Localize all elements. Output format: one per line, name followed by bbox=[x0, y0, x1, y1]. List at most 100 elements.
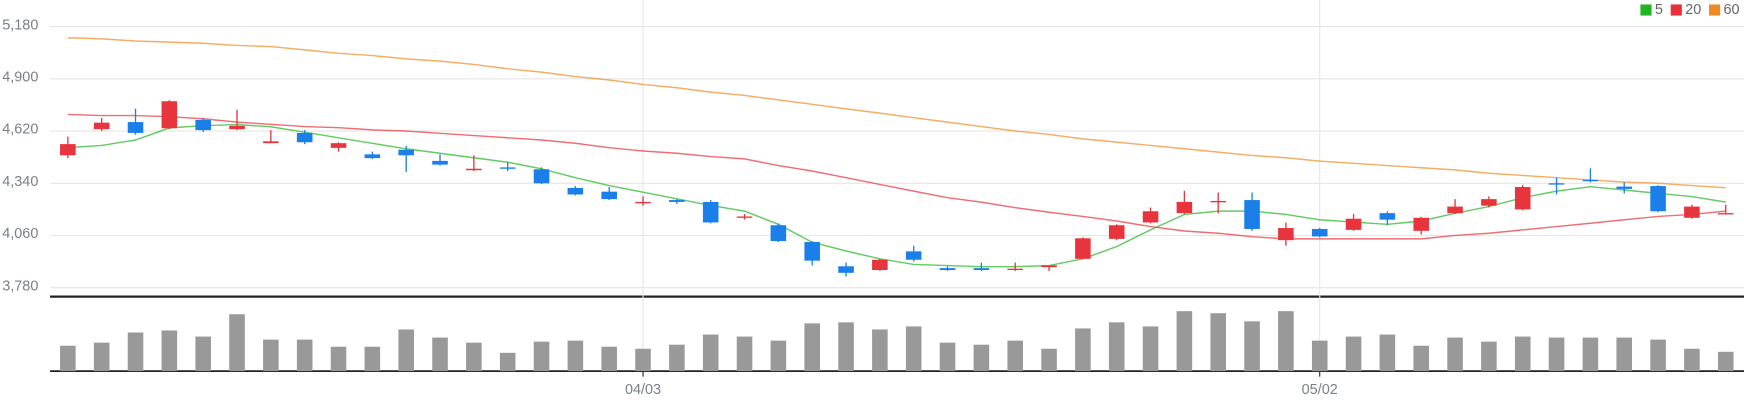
candle-body bbox=[1447, 206, 1463, 214]
volume-bar bbox=[1650, 339, 1666, 372]
candle-body bbox=[770, 225, 787, 242]
legend-label: 5 bbox=[1655, 2, 1663, 18]
volume-bar bbox=[1548, 337, 1565, 372]
volume-bar bbox=[905, 326, 922, 372]
volume-bar bbox=[1413, 345, 1430, 372]
candle-body bbox=[1007, 268, 1023, 271]
x-tick-label: 04/03 bbox=[625, 382, 661, 398]
y-tick-label: 4,900 bbox=[2, 70, 38, 86]
volume-bar bbox=[770, 340, 787, 372]
candle-body bbox=[939, 268, 956, 271]
volume-bar bbox=[1684, 348, 1700, 372]
ma-line bbox=[67, 113, 1726, 240]
candle-body bbox=[1244, 200, 1260, 229]
candle-body bbox=[905, 251, 922, 260]
candle-body bbox=[1108, 225, 1125, 239]
candle-body bbox=[398, 149, 414, 156]
candle-body bbox=[1345, 218, 1362, 230]
candle-body bbox=[702, 201, 719, 223]
volume-bar bbox=[1481, 341, 1497, 372]
legend-label: 20 bbox=[1685, 2, 1701, 18]
candle-body bbox=[1142, 211, 1159, 223]
candle-body bbox=[601, 191, 617, 200]
candle-body bbox=[669, 200, 685, 202]
volume-bar bbox=[364, 346, 381, 372]
legend-label: 60 bbox=[1723, 2, 1739, 18]
volume-bar bbox=[1176, 311, 1193, 372]
ma-line bbox=[67, 37, 1726, 189]
volume-bar bbox=[669, 344, 685, 372]
volume-bar bbox=[466, 342, 482, 372]
candle-body bbox=[296, 132, 313, 143]
volume-bar bbox=[1108, 322, 1125, 372]
y-tick-label: 3,780 bbox=[2, 278, 38, 294]
volume-bar bbox=[872, 329, 888, 372]
volume-bar bbox=[1514, 336, 1531, 372]
volume-bar bbox=[127, 332, 144, 372]
candle-body bbox=[804, 242, 820, 261]
y-tick-label: 4,340 bbox=[2, 174, 38, 190]
volume-bar bbox=[1210, 313, 1227, 372]
volume-bar bbox=[1041, 348, 1057, 372]
candle-body bbox=[872, 259, 888, 271]
volume-bar bbox=[1007, 340, 1023, 372]
volume-bar bbox=[567, 340, 584, 372]
candle-body bbox=[161, 101, 178, 129]
volume-bar bbox=[161, 330, 178, 372]
volume-bar bbox=[533, 341, 550, 372]
candle-body bbox=[1616, 186, 1633, 189]
volume-bar bbox=[398, 329, 414, 372]
candle-body bbox=[499, 167, 516, 169]
candle-body bbox=[533, 169, 550, 184]
volume-bar bbox=[736, 336, 753, 372]
candle-body bbox=[567, 187, 584, 195]
volume-bar bbox=[1278, 311, 1294, 372]
candle-body bbox=[635, 201, 651, 204]
volume-bar bbox=[1244, 321, 1260, 372]
legend-swatch bbox=[1709, 4, 1721, 16]
volume-bar bbox=[838, 322, 854, 372]
volume-bar bbox=[1717, 351, 1734, 372]
candle-body bbox=[1176, 201, 1193, 214]
legend-swatch bbox=[1640, 4, 1652, 16]
legend-swatch bbox=[1670, 4, 1682, 16]
volume-bar bbox=[635, 348, 651, 372]
candle-body bbox=[195, 119, 211, 131]
volume-bar bbox=[804, 323, 820, 372]
candle-body bbox=[466, 168, 482, 171]
volume-bar bbox=[229, 314, 245, 372]
candle-body bbox=[1582, 179, 1599, 182]
candle-body bbox=[1481, 199, 1497, 206]
volume-bar bbox=[1075, 328, 1091, 372]
volume-bar bbox=[263, 339, 279, 372]
candle-body bbox=[1684, 206, 1700, 218]
candle-body bbox=[1278, 228, 1294, 241]
volume-bar bbox=[1447, 337, 1463, 372]
candle-body bbox=[1514, 187, 1531, 210]
candle-body bbox=[1041, 265, 1057, 268]
volume-bar bbox=[60, 345, 76, 372]
y-tick-label: 4,620 bbox=[2, 122, 38, 138]
volume-bar bbox=[1345, 336, 1362, 372]
candle-body bbox=[1075, 238, 1091, 259]
volume-bar bbox=[1142, 326, 1159, 372]
volume-bar bbox=[939, 342, 956, 372]
volume-bar bbox=[330, 346, 347, 372]
candle-body bbox=[60, 144, 76, 156]
candle-body bbox=[127, 122, 144, 133]
volume-bar bbox=[973, 344, 990, 372]
volume-bar bbox=[499, 352, 516, 372]
candle-body bbox=[432, 160, 448, 165]
candle-body bbox=[229, 125, 245, 130]
candle-body bbox=[1311, 228, 1328, 237]
candle-body bbox=[330, 143, 347, 148]
candle-body bbox=[1413, 217, 1430, 231]
candle-body bbox=[1379, 213, 1396, 220]
volume-bar bbox=[432, 337, 448, 372]
candle-body bbox=[1210, 200, 1227, 203]
volume-bar bbox=[1582, 337, 1599, 372]
y-tick-label: 5,180 bbox=[2, 17, 38, 33]
volume-bar bbox=[296, 339, 313, 372]
